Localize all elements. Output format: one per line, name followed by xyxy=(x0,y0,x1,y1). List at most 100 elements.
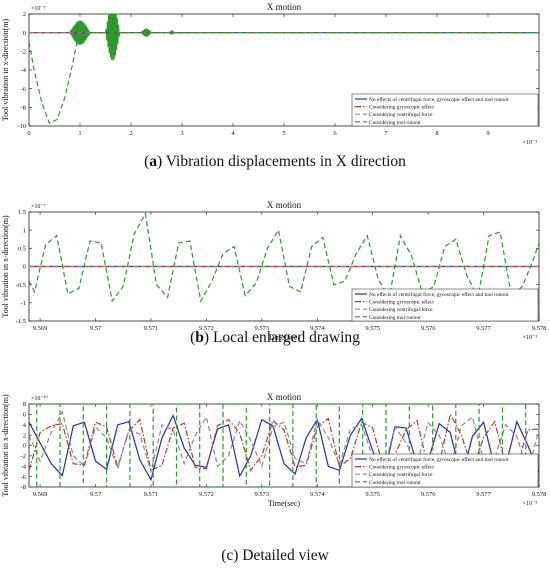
caption-c-text: Detailed view xyxy=(238,547,329,564)
y-tick-label: -6 xyxy=(21,86,27,93)
y-tick-label: -1 xyxy=(21,300,26,307)
y-tick-label: -4 xyxy=(21,67,27,74)
y-tick-label: 1 xyxy=(23,227,26,234)
x-tick-label: 7 xyxy=(384,130,388,137)
caption-b: (b) Local enlarged drawing xyxy=(190,329,360,346)
series-line-3 xyxy=(29,26,539,125)
legend-entry: Considering tool runout xyxy=(369,120,421,126)
legend-entry: No effects of centrifugal force, gyrosco… xyxy=(369,291,509,298)
x-tick-label: 9.575 xyxy=(365,491,380,498)
legend-entry: Considering gyroscopic effect xyxy=(369,464,434,471)
series-line-3 xyxy=(29,212,539,303)
y-tick-label: -2 xyxy=(21,453,26,460)
y-axis-label: Tool vibration in x-direction(m) xyxy=(1,19,10,122)
x-axis-label: Time(sec) xyxy=(268,499,300,508)
x-tick-label: 9.573 xyxy=(255,491,270,498)
legend-entry: Considering tool runout xyxy=(369,315,421,321)
y-tick-label: -4 xyxy=(21,463,27,470)
x-tick-label: 9.574 xyxy=(310,491,325,498)
caption-a-text: Vibration displacements in X direction xyxy=(162,153,406,170)
legend-entry: Considering centrifugal force xyxy=(369,306,433,313)
y-exponent: ×10⁻¹⁰ xyxy=(31,395,48,402)
legend-box xyxy=(351,93,539,127)
y-tick-label: 2 xyxy=(23,11,26,18)
series-line-3 xyxy=(29,404,539,487)
legend-box xyxy=(351,453,539,488)
legend-entry: Considering centrifugal force xyxy=(369,471,433,478)
caption-c-letter: c xyxy=(226,547,234,564)
y-tick-label: -6 xyxy=(21,474,27,481)
y-tick-label: 0 xyxy=(23,264,26,271)
y-tick-label: 0.5 xyxy=(18,246,26,253)
y-tick-label: 4 xyxy=(23,422,27,429)
legend-entry: Considering gyroscopic effect xyxy=(369,104,434,111)
y-tick-label: 2 xyxy=(23,432,26,439)
legend-entry: No effects of centrifugal force, gyrosco… xyxy=(369,456,509,463)
chart-title: X motion xyxy=(267,2,302,12)
x-tick-label: 3 xyxy=(180,130,183,137)
x-tick-label: 9.57 xyxy=(90,325,102,332)
x-tick-label: 9.571 xyxy=(144,325,159,332)
burst-oscillation xyxy=(140,28,152,37)
x-tick-label: 9.569 xyxy=(33,325,48,332)
x-tick-label: 9.572 xyxy=(199,325,214,332)
y-tick-label: -2 xyxy=(21,49,26,56)
caption-c: (c) Detailed view xyxy=(221,547,329,564)
caption-b-letter: b xyxy=(195,329,204,346)
y-tick-label: 8 xyxy=(23,401,26,408)
y-tick-label: -10 xyxy=(17,123,26,130)
x-tick-label: 9.576 xyxy=(421,491,436,498)
legend-entry: No effects of centrifugal force, gyrosco… xyxy=(369,96,509,103)
y-axis-label: Tool vibration in x-direction(m) xyxy=(1,394,10,497)
x-tick-label: 9.575 xyxy=(365,325,380,332)
plot-area xyxy=(29,212,539,303)
x-tick-label: 9.569 xyxy=(33,491,48,498)
x-tick-label: 4 xyxy=(231,130,235,137)
x-exponent: ×10⁻³ xyxy=(523,140,538,146)
plot-area xyxy=(29,14,539,125)
x-tick-label: 2 xyxy=(129,130,132,137)
x-tick-label: 9.578 xyxy=(532,325,547,332)
x-tick-label: 1 xyxy=(78,130,81,137)
x-tick-label: 9.572 xyxy=(199,491,214,498)
y-exponent: ×10⁻⁵ xyxy=(31,6,46,12)
x-exponent: ×10⁻³ xyxy=(523,335,538,341)
x-tick-label: 9.577 xyxy=(476,491,491,498)
x-tick-label: 9.573 xyxy=(255,325,270,332)
legend-entry: Considering centrifugal force xyxy=(369,111,433,118)
legend-entry: Considering gyroscopic effect xyxy=(369,299,434,306)
y-exponent: ×10⁻⁷ xyxy=(31,204,46,210)
y-tick-label: 0 xyxy=(23,30,26,37)
x-tick-label: 9.57 xyxy=(90,491,102,498)
caption-a-letter: a xyxy=(149,153,158,170)
x-tick-label: 9.571 xyxy=(144,491,159,498)
legend-entry: Considering tool runout xyxy=(369,480,421,486)
x-exponent: ×10⁻³ xyxy=(523,501,538,507)
chart-title: X motion xyxy=(267,200,302,210)
caption-b-text: Local enlarged drawing xyxy=(209,329,360,346)
x-tick-label: 5 xyxy=(282,130,285,137)
x-tick-label: 9.576 xyxy=(421,325,436,332)
y-tick-label: 1.5 xyxy=(18,209,26,216)
y-tick-label: -8 xyxy=(21,105,26,112)
y-tick-label: -1.5 xyxy=(16,318,26,325)
x-tick-label: 9 xyxy=(486,130,489,137)
chart-2: X motion Tool vibration in x-direction(m)… xyxy=(1,392,546,508)
chart-1: X motion Tool vibration in x-direction(m)… xyxy=(1,200,546,342)
x-tick-label: 6 xyxy=(333,130,337,137)
x-tick-label: 0 xyxy=(27,130,30,137)
x-tick-label: 9.578 xyxy=(532,491,547,498)
x-axis-label: Time(sec) xyxy=(268,333,300,342)
y-tick-label: -0.5 xyxy=(16,282,26,289)
y-axis-label: Tool vibration in x-direction(m) xyxy=(1,215,10,318)
chart-0: X motion Tool vibration in x-direction(m)… xyxy=(1,2,540,146)
y-tick-label: 6 xyxy=(23,412,27,419)
y-tick-label: -8 xyxy=(21,484,26,491)
caption-a: (a) Vibration displacements in X directi… xyxy=(144,153,406,170)
legend-box xyxy=(351,288,539,322)
y-tick-label: 0 xyxy=(23,443,26,450)
x-tick-label: 9.577 xyxy=(476,325,491,332)
x-tick-label: 9.574 xyxy=(310,325,325,332)
x-tick-label: 8 xyxy=(435,130,438,137)
